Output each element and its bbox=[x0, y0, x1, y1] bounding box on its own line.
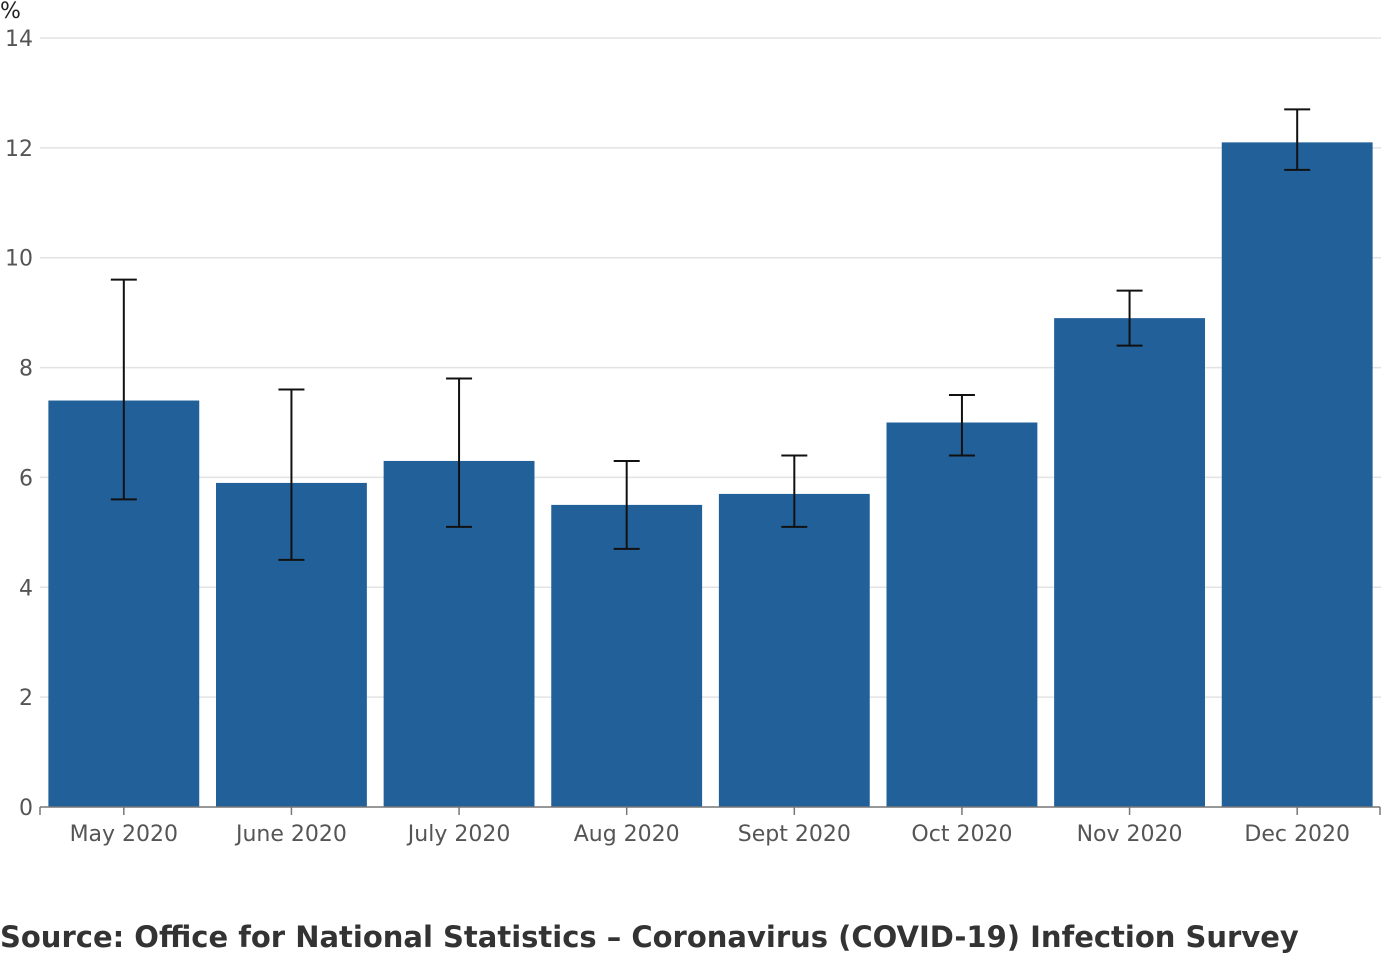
x-tick-label: July 2020 bbox=[406, 822, 511, 847]
error-bar bbox=[1116, 289, 1143, 347]
error-bar bbox=[948, 394, 975, 457]
bars bbox=[48, 142, 1373, 808]
x-tick-label: May 2020 bbox=[70, 822, 178, 847]
x-tick-label: Sept 2020 bbox=[738, 822, 851, 847]
bar bbox=[1054, 318, 1205, 807]
x-tick-label: Dec 2020 bbox=[1244, 822, 1350, 847]
bar bbox=[718, 493, 870, 807]
bar bbox=[551, 504, 703, 807]
y-tick-label: 8 bbox=[19, 357, 33, 382]
bar bbox=[1221, 142, 1373, 808]
error-bar bbox=[446, 377, 473, 528]
error-bars bbox=[110, 108, 1311, 561]
y-tick-label: 14 bbox=[5, 27, 33, 52]
error-bar bbox=[1284, 108, 1311, 171]
y-tick-label: 12 bbox=[5, 137, 33, 162]
x-tick-label: Oct 2020 bbox=[911, 822, 1012, 847]
error-bar bbox=[110, 278, 137, 501]
y-tick-label: 2 bbox=[19, 686, 33, 711]
error-bar bbox=[781, 454, 808, 528]
x-axis: May 2020 June 2020 July 2020 Aug 2020 Sept 2… bbox=[39, 806, 1381, 847]
y-tick-label: 0 bbox=[19, 796, 33, 821]
error-bar bbox=[278, 388, 305, 561]
y-tick-label: 10 bbox=[5, 247, 33, 272]
x-tick-label: June 2020 bbox=[234, 822, 347, 847]
source-note: Source: Office for National Statistics –… bbox=[0, 920, 1299, 954]
y-axis-unit-label: % bbox=[0, 0, 21, 24]
bar-chart: 0 2 4 6 8 10 12 14 May 2020 June 2020 July 2020 Au… bbox=[0, 0, 1381, 847]
x-tick-label: Aug 2020 bbox=[574, 822, 680, 847]
error-bar bbox=[613, 459, 640, 550]
y-tick-label: 6 bbox=[19, 466, 33, 491]
y-tick-label: 4 bbox=[19, 576, 33, 601]
x-tick-label: Nov 2020 bbox=[1077, 822, 1183, 847]
y-axis: 0 2 4 6 8 10 12 14 bbox=[5, 27, 33, 821]
bar bbox=[886, 422, 1038, 807]
